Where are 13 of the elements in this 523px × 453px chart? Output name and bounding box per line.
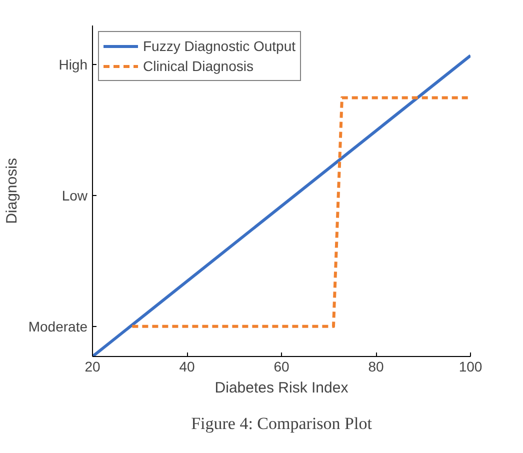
x-tick-label: 60: [274, 358, 290, 374]
x-axis-title: Diabetes Risk Index: [214, 380, 349, 396]
y-axis-title: Diagnosis: [3, 158, 20, 224]
legend-label: Clinical Diagnosis: [143, 58, 254, 74]
text: Low: [62, 188, 88, 204]
x-tick-label: 40: [179, 358, 195, 374]
text: High: [58, 56, 88, 73]
x-tick-label: 80: [368, 358, 384, 374]
x-tick-label: 100: [458, 358, 482, 374]
caption: Figure 4: Comparison Plot: [191, 414, 372, 433]
x-tick-label: 20: [84, 358, 100, 374]
text: Moderate: [28, 318, 88, 334]
legend-label: Fuzzy Diagnostic Output: [143, 38, 296, 54]
